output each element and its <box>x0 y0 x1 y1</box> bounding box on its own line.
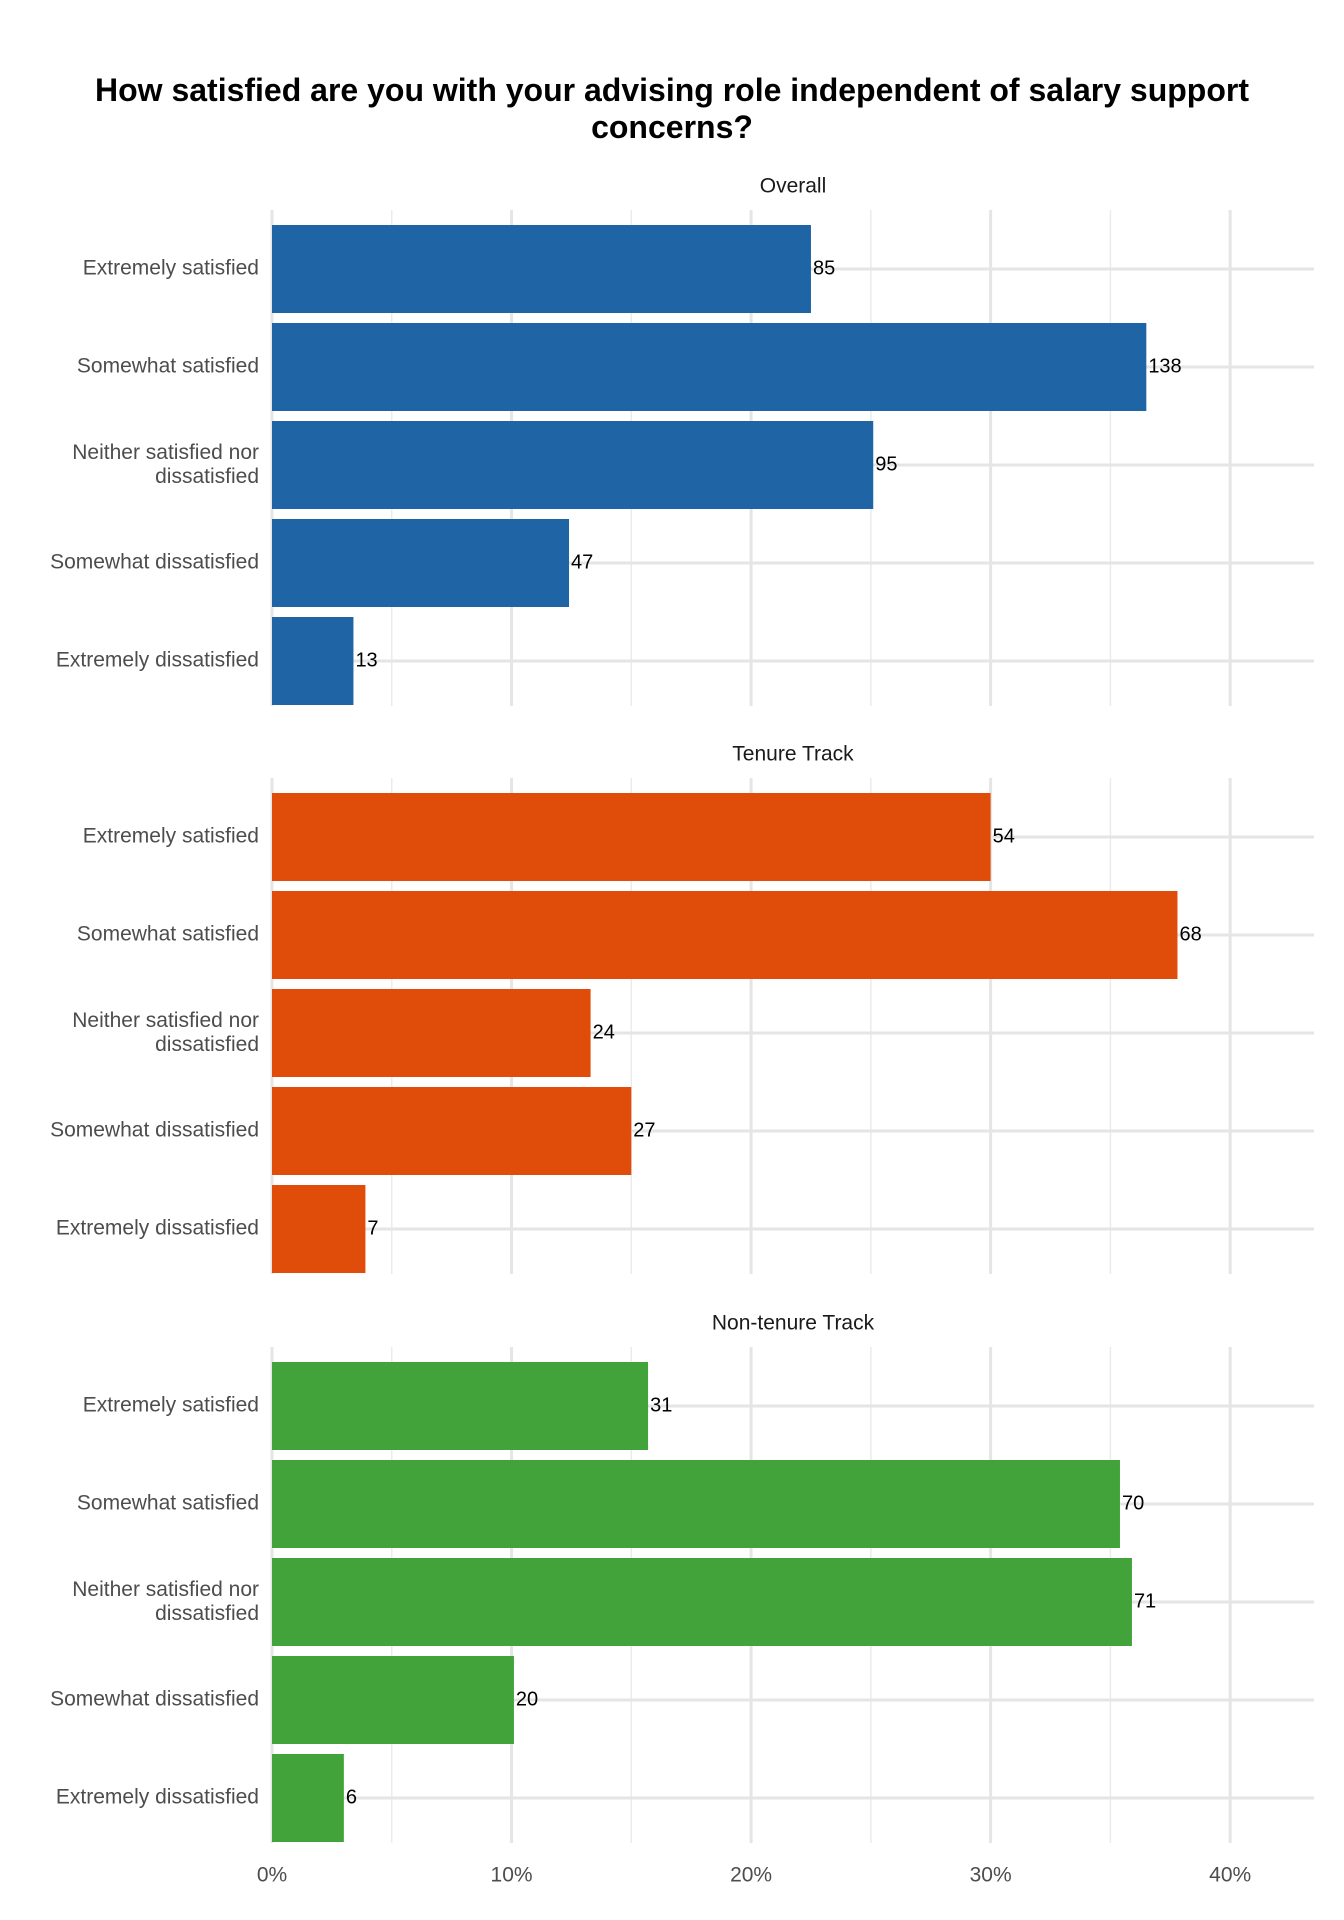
y-tick-label: Somewhat satisfied <box>77 923 259 946</box>
facet-label: Tenure Track <box>732 743 854 766</box>
x-tick-label: 20% <box>730 1864 772 1887</box>
y-tick-label: Extremely dissatisfied <box>56 649 259 672</box>
bar <box>272 1656 514 1744</box>
bar <box>272 421 874 509</box>
bar <box>272 225 811 313</box>
y-tick-label: Neither satisfied nor dissatisfied <box>72 441 259 488</box>
data-label: 31 <box>650 1394 672 1416</box>
bar <box>272 891 1178 979</box>
bar <box>272 1460 1120 1548</box>
y-tick-label: Somewhat dissatisfied <box>50 551 259 574</box>
chart-title: How satisfied are you with your advising… <box>95 72 1249 145</box>
bar <box>272 1558 1132 1646</box>
y-tick-label: Extremely satisfied <box>83 1394 259 1417</box>
x-tick-label: 0% <box>257 1864 287 1887</box>
y-tick-label: Neither satisfied nor dissatisfied <box>72 1009 259 1056</box>
data-label: 71 <box>1134 1590 1156 1612</box>
bar <box>272 1185 366 1273</box>
data-label: 85 <box>813 257 835 279</box>
data-label: 138 <box>1148 355 1181 377</box>
y-tick-label: Somewhat satisfied <box>77 1492 259 1515</box>
data-label: 27 <box>633 1119 655 1141</box>
data-label: 7 <box>367 1217 378 1239</box>
x-tick-label: 10% <box>491 1864 533 1887</box>
data-label: 95 <box>875 453 897 475</box>
facet-label: Non-tenure Track <box>712 1312 875 1335</box>
data-label: 47 <box>571 551 593 573</box>
data-label: 6 <box>346 1786 357 1808</box>
data-label: 68 <box>1179 923 1201 945</box>
bar <box>272 793 991 881</box>
bar <box>272 323 1147 411</box>
y-tick-label: Somewhat dissatisfied <box>50 1688 259 1711</box>
y-tick-label: Extremely satisfied <box>83 825 259 848</box>
y-tick-label: Extremely dissatisfied <box>56 1217 259 1240</box>
y-tick-label: Neither satisfied nor dissatisfied <box>72 1578 259 1625</box>
data-label: 13 <box>355 649 377 671</box>
y-tick-label: Somewhat dissatisfied <box>50 1119 259 1142</box>
x-tick-label: 30% <box>970 1864 1012 1887</box>
y-tick-label: Extremely dissatisfied <box>56 1786 259 1809</box>
bar <box>272 1754 344 1842</box>
facet-label: Overall <box>760 175 827 198</box>
data-label: 24 <box>593 1021 615 1043</box>
data-label: 70 <box>1122 1492 1144 1514</box>
y-tick-label: Somewhat satisfied <box>77 355 259 378</box>
data-label: 54 <box>993 825 1015 847</box>
bar <box>272 989 591 1077</box>
x-tick-label: 40% <box>1209 1864 1251 1887</box>
data-label: 20 <box>516 1688 538 1710</box>
bar <box>272 519 570 607</box>
bar <box>272 1087 632 1175</box>
y-tick-label: Extremely satisfied <box>83 257 259 280</box>
bar <box>272 617 354 705</box>
bar <box>272 1362 649 1450</box>
